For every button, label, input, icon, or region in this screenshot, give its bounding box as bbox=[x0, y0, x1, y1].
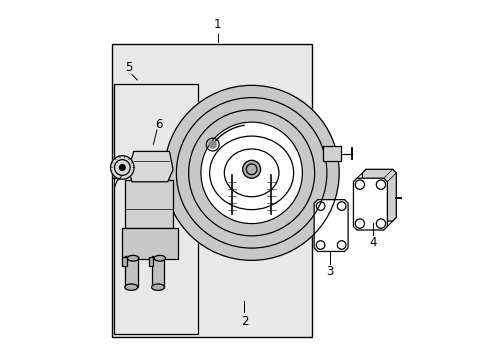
Polygon shape bbox=[313, 200, 347, 251]
Ellipse shape bbox=[209, 136, 293, 210]
Text: 4: 4 bbox=[368, 236, 376, 249]
Polygon shape bbox=[353, 178, 386, 230]
Circle shape bbox=[176, 98, 326, 248]
Bar bbox=[122, 228, 177, 260]
Ellipse shape bbox=[154, 255, 165, 261]
Circle shape bbox=[188, 110, 314, 236]
Bar bbox=[124, 256, 138, 287]
Ellipse shape bbox=[127, 255, 139, 261]
Ellipse shape bbox=[151, 284, 164, 291]
Circle shape bbox=[242, 160, 260, 178]
Circle shape bbox=[201, 122, 302, 224]
Text: 5: 5 bbox=[124, 61, 132, 74]
Circle shape bbox=[164, 85, 339, 260]
Circle shape bbox=[188, 110, 314, 236]
Circle shape bbox=[119, 165, 125, 170]
Text: 7: 7 bbox=[112, 177, 120, 190]
Text: 1: 1 bbox=[214, 18, 221, 31]
Circle shape bbox=[164, 85, 339, 260]
Bar bbox=[149, 257, 153, 266]
Bar bbox=[124, 180, 173, 228]
Bar bbox=[323, 147, 341, 161]
Bar bbox=[151, 256, 164, 287]
Polygon shape bbox=[128, 152, 173, 182]
Polygon shape bbox=[362, 169, 395, 221]
Bar bbox=[122, 257, 126, 266]
Text: 3: 3 bbox=[326, 265, 333, 278]
Circle shape bbox=[209, 141, 216, 148]
Text: 2: 2 bbox=[240, 315, 248, 328]
Circle shape bbox=[176, 98, 326, 248]
Bar bbox=[114, 84, 198, 334]
Ellipse shape bbox=[124, 284, 138, 291]
Circle shape bbox=[110, 156, 134, 179]
Text: 6: 6 bbox=[155, 118, 162, 131]
Bar bbox=[112, 44, 312, 337]
